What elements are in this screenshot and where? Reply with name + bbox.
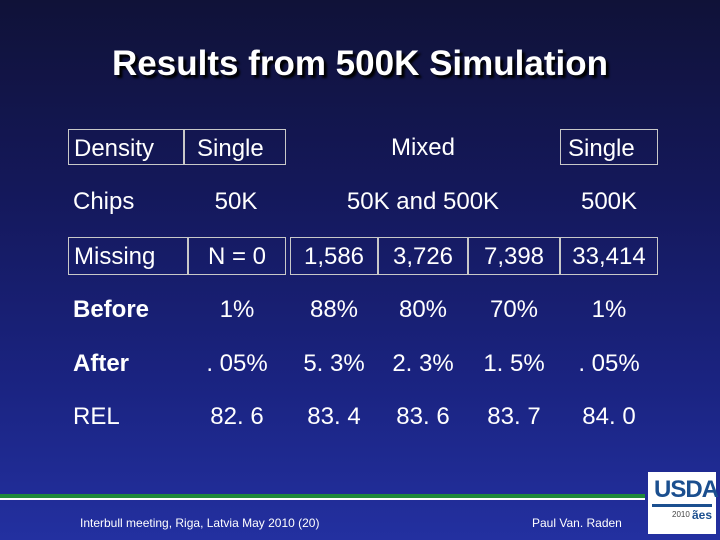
after-value: 5. 3%	[303, 350, 365, 377]
footer-author: Paul Van. Raden	[532, 516, 622, 530]
before-value: 88%	[309, 296, 359, 323]
footer-event: Interbull meeting, Riga, Latvia May 2010…	[80, 516, 320, 530]
chips-mixed: 50K and 500K	[346, 188, 500, 215]
density-single-2: Single	[560, 129, 658, 165]
missing-value: 3,726	[378, 237, 468, 275]
rel-value: 82. 6	[210, 403, 264, 430]
before-value: 1%	[591, 296, 627, 323]
density-single-1: Single	[184, 129, 286, 165]
after-value: . 05%	[206, 350, 268, 377]
rel-value: 84. 0	[582, 403, 636, 430]
rel-value: 83. 4	[307, 403, 361, 430]
usda-logo: USDA 2010 ães	[648, 472, 719, 534]
missing-value: 33,414	[560, 237, 658, 275]
usda-logo-text: USDA	[654, 476, 719, 503]
chips-50k: 50K	[214, 188, 258, 215]
aes-icon: ães	[692, 508, 713, 522]
after-value: . 05%	[578, 350, 640, 377]
usda-logo-year: 2010	[672, 510, 690, 519]
before-value: 70%	[489, 296, 539, 323]
slide-title: Results from 500K Simulation	[112, 44, 608, 83]
chips-500k: 500K	[580, 188, 638, 215]
before-value: 80%	[398, 296, 448, 323]
rel-value: 83. 7	[487, 403, 541, 430]
footer-divider-highlight	[0, 498, 645, 500]
chips-label: Chips	[73, 188, 135, 215]
missing-label: Missing	[68, 237, 188, 275]
rel-label: REL	[73, 403, 120, 430]
density-mixed: Mixed	[390, 134, 456, 161]
missing-value: 1,586	[290, 237, 378, 275]
after-label: After	[73, 350, 130, 377]
usda-logo-bar	[652, 504, 712, 507]
after-value: 2. 3%	[392, 350, 454, 377]
after-value: 1. 5%	[483, 350, 545, 377]
missing-value: N = 0	[188, 237, 286, 275]
rel-value: 83. 6	[396, 403, 450, 430]
density-label: Density	[68, 129, 184, 165]
footer-divider	[0, 494, 645, 498]
missing-value: 7,398	[468, 237, 560, 275]
before-value: 1%	[219, 296, 255, 323]
before-label: Before	[73, 296, 150, 323]
